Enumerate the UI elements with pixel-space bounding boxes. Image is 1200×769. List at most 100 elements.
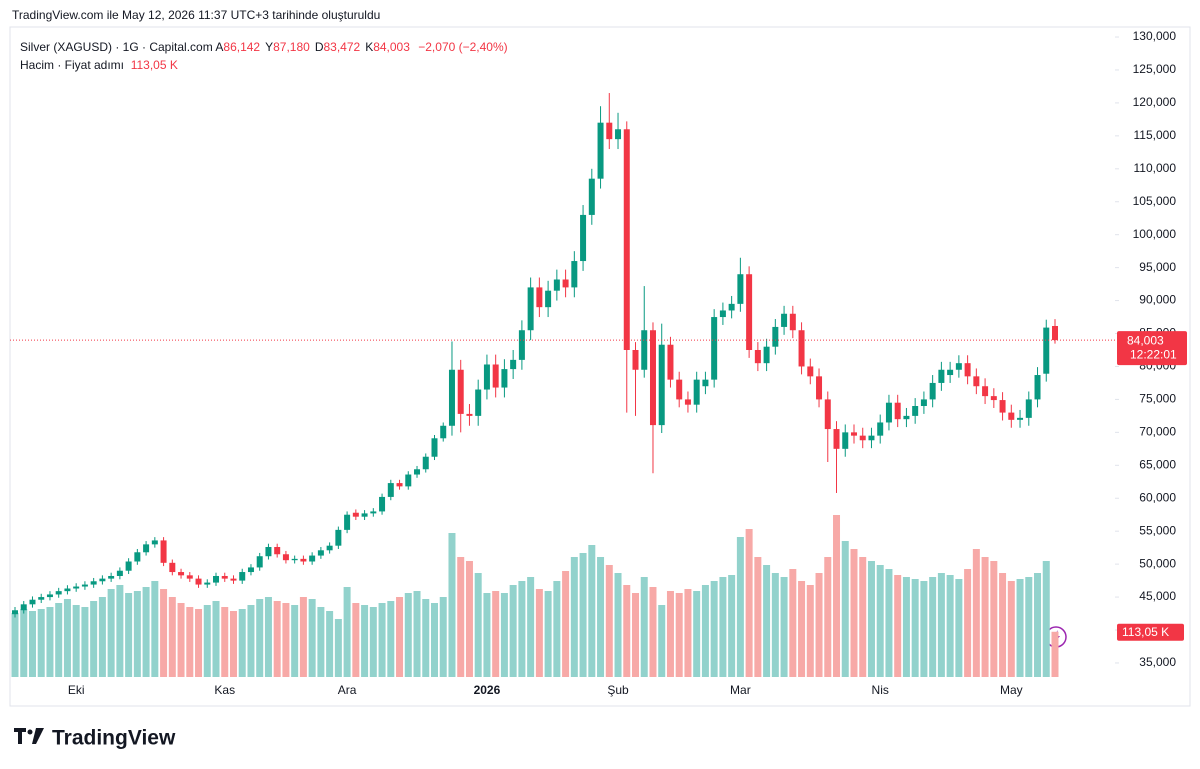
x-tick-label: 2026: [474, 683, 501, 697]
volume-title: Hacim · Fiyat adımı: [20, 58, 125, 72]
volume-bar: [789, 569, 797, 677]
volume-bar: [1034, 573, 1042, 677]
volume-bar: [640, 577, 648, 677]
ohlc-value: 84,003: [373, 40, 410, 54]
volume-bar: [116, 585, 124, 677]
candle-body: [990, 396, 997, 401]
ohlc-value: 83,472: [323, 40, 361, 54]
candle-body: [571, 261, 578, 288]
volume-bar: [824, 557, 832, 677]
volume-bar: [544, 591, 552, 677]
volume-bar: [55, 603, 63, 677]
volume-bar: [806, 585, 814, 677]
y-tick-label: 70,000: [1139, 425, 1176, 439]
candle-body: [309, 555, 316, 562]
volume-bar: [937, 573, 945, 677]
candle-body: [169, 562, 176, 573]
volume-bar: [763, 565, 771, 677]
candle-body: [422, 456, 429, 470]
volume-bar: [527, 577, 535, 677]
candle-body: [510, 359, 517, 370]
candle-body: [186, 575, 193, 579]
volume-bar: [422, 599, 430, 677]
candle-body: [221, 575, 228, 579]
volume-bar: [981, 557, 989, 677]
volume-bar: [798, 581, 806, 677]
volume-bar: [430, 603, 438, 677]
volume-bar: [553, 581, 561, 677]
volume-bar: [701, 585, 709, 677]
symbol: Silver (XAGUSD) · 1G · Capital.com: [20, 40, 213, 54]
volume-bar: [500, 593, 508, 677]
volume-bar: [1016, 579, 1024, 677]
price-box: [1117, 331, 1187, 366]
volume-bar: [964, 569, 972, 677]
x-tick-label: Mar: [730, 683, 751, 697]
candle-body: [658, 344, 665, 426]
y-tick-label: 95,000: [1139, 260, 1176, 274]
volume-bar: [81, 607, 89, 677]
volume-bar: [378, 603, 386, 677]
candle-body: [361, 513, 368, 517]
volume-axis-label: 113,05 K: [1122, 625, 1169, 639]
candle-body: [317, 550, 324, 556]
volume-bar: [867, 561, 875, 677]
volume-bar: [990, 561, 998, 677]
candle-body: [929, 382, 936, 400]
volume-bar: [509, 585, 517, 677]
candle-body: [632, 349, 639, 370]
volume-bar: [203, 605, 211, 677]
volume-bar: [815, 573, 823, 677]
candle-body: [728, 303, 735, 311]
candle-body: [588, 178, 595, 215]
caption: TradingView.com ile May 12, 2026 11:37 U…: [12, 8, 380, 22]
volume-bar: [63, 599, 71, 677]
ohlc-value: 86,142: [223, 40, 261, 54]
ohlc-key: D: [314, 40, 324, 54]
volume-bar: [352, 603, 360, 677]
volume-bar: [98, 597, 106, 677]
x-tick-label: Ara: [338, 683, 357, 697]
volume-bar: [168, 597, 176, 677]
candle-body: [1043, 327, 1050, 374]
candle-body: [160, 540, 167, 563]
candle-body: [46, 594, 53, 598]
candle-body: [475, 389, 482, 416]
volume-value: 113,05 K: [130, 58, 178, 72]
volume-bar: [605, 565, 613, 677]
volume-bar: [684, 589, 692, 677]
volume-bar: [186, 607, 194, 677]
volume-bar: [833, 515, 841, 677]
volume-bar: [413, 591, 421, 677]
volume-bar: [72, 605, 80, 677]
y-tick-label: 125,000: [1133, 62, 1177, 76]
candle-body: [824, 399, 831, 430]
volume-bar: [177, 603, 185, 677]
y-tick-label: 50,000: [1139, 556, 1176, 570]
volume-bar: [876, 565, 884, 677]
volume-bar: [658, 605, 666, 677]
candle-body: [676, 379, 683, 400]
candle-body: [693, 379, 700, 405]
candle-body: [842, 432, 849, 449]
volume-bar: [142, 587, 150, 677]
candle-body: [615, 129, 622, 140]
x-tick-label: Kas: [214, 683, 235, 697]
brand-logo: [14, 728, 44, 744]
y-tick-label: 75,000: [1139, 392, 1176, 406]
volume-bar: [754, 557, 762, 677]
x-tick-label: Şub: [607, 683, 629, 697]
candle-body: [684, 399, 691, 405]
candle-body: [868, 435, 875, 441]
candle-body: [335, 529, 342, 546]
volume-bar: [369, 607, 377, 677]
volume-bar: [387, 601, 395, 677]
candle-body: [20, 604, 27, 611]
volume-bar: [483, 593, 491, 677]
candle-body: [116, 570, 123, 576]
volume-bar: [247, 605, 255, 677]
candle-body: [379, 496, 386, 512]
volume-bar: [588, 545, 596, 677]
brand-name: TradingView: [52, 727, 176, 750]
